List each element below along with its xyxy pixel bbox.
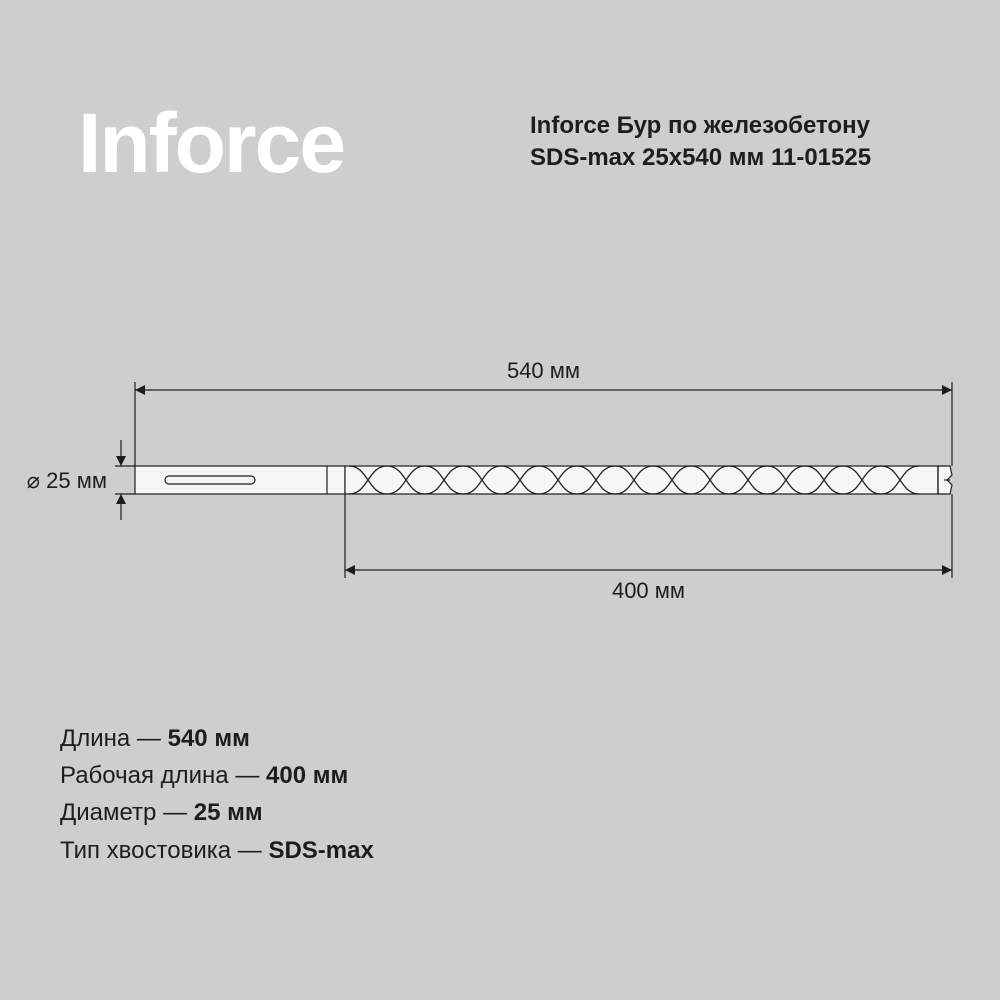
spec-row: Длина — 540 мм [60,720,374,757]
spec-value: 25 мм [194,799,263,826]
svg-text:400 мм: 400 мм [612,578,685,603]
spec-label: Тип хвостовика — [60,837,268,864]
spec-label: Диаметр — [60,799,194,826]
spec-value: 400 мм [266,762,348,789]
product-title-line2: SDS-max 25х540 мм 11-01525 [530,142,871,174]
product-title-line1: Inforce Бур по железобетону [530,110,871,142]
spec-row: Диаметр — 25 мм [60,794,374,831]
brand-logo: Inforce [78,95,344,192]
spec-value: 540 мм [168,725,250,752]
spec-list: Длина — 540 ммРабочая длина — 400 ммДиам… [60,720,374,869]
dimension-diagram: 540 мм 400 мм ⌀ 25 мм [0,340,1000,620]
spec-label: Длина — [60,725,168,752]
spec-row: Рабочая длина — 400 мм [60,757,374,794]
svg-text:⌀ 25 мм: ⌀ 25 мм [27,468,107,493]
spec-value: SDS-max [268,837,373,864]
spec-row: Тип хвостовика — SDS-max [60,832,374,869]
product-title: Inforce Бур по железобетону SDS-max 25х5… [530,110,871,175]
svg-text:540 мм: 540 мм [507,358,580,383]
spec-label: Рабочая длина — [60,762,266,789]
